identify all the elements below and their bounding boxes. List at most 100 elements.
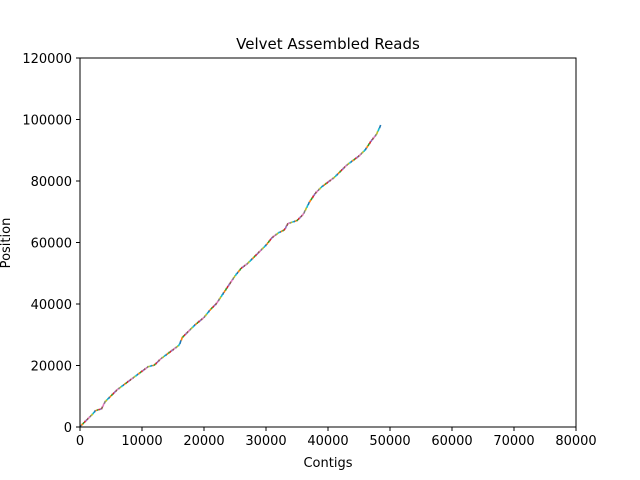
read-marker: [357, 154, 360, 158]
read-marker: [203, 315, 206, 319]
read-marker: [239, 267, 242, 271]
read-marker: [374, 133, 378, 137]
read-marker: [231, 277, 235, 281]
read-marker: [220, 294, 224, 298]
read-marker: [373, 135, 376, 139]
read-marker: [194, 322, 198, 326]
read-marker: [127, 379, 131, 383]
read-marker: [234, 273, 238, 277]
read-marker: [367, 143, 370, 147]
read-marker: [236, 271, 239, 275]
x-tick-label: 80000: [555, 434, 596, 449]
read-marker: [227, 283, 231, 287]
read-marker: [358, 153, 362, 157]
read-marker: [109, 394, 112, 398]
read-marker: [196, 321, 199, 325]
read-marker: [284, 225, 288, 230]
read-marker: [378, 124, 382, 129]
read-marker: [140, 370, 144, 373]
read-marker: [183, 333, 186, 337]
read-marker: [83, 420, 87, 424]
read-marker: [170, 349, 174, 352]
read-marker: [110, 393, 114, 397]
read-marker: [123, 382, 127, 386]
read-marker: [86, 417, 89, 421]
read-marker: [363, 149, 366, 153]
read-marker: [308, 199, 312, 203]
x-tick-label: 10000: [121, 434, 162, 449]
read-marker: [129, 378, 132, 382]
read-marker: [274, 233, 278, 237]
chart-title: Velvet Assembled Reads: [236, 35, 420, 53]
read-marker: [102, 403, 105, 407]
read-marker: [210, 306, 214, 310]
read-marker: [157, 359, 161, 362]
read-marker: [360, 152, 363, 155]
y-tick-label: 60000: [31, 237, 72, 252]
y-tick-label: 120000: [22, 52, 72, 67]
read-marker: [216, 300, 219, 304]
read-marker: [193, 323, 196, 327]
read-marker: [375, 130, 379, 135]
y-axis-ticks: 0 20000 40000 60000 80000 100000 120000: [22, 52, 80, 436]
read-marker: [370, 139, 373, 143]
read-marker: [263, 245, 266, 249]
read-marker: [107, 396, 111, 400]
read-marker: [117, 387, 121, 390]
read-marker: [330, 178, 333, 181]
read-marker: [253, 255, 256, 258]
read-marker: [103, 400, 107, 404]
read-marker: [126, 380, 129, 384]
read-marker: [328, 179, 332, 182]
read-marker: [184, 332, 188, 336]
read-marker: [213, 303, 216, 307]
read-marker: [206, 311, 209, 315]
read-marker: [224, 287, 228, 291]
read-marker: [283, 228, 286, 231]
read-marker: [229, 281, 232, 285]
read-marker: [200, 317, 204, 321]
read-marker: [266, 241, 269, 245]
read-marker: [337, 171, 340, 175]
read-marker: [144, 366, 148, 370]
read-marker: [90, 413, 94, 417]
read-marker: [177, 343, 181, 347]
read-marker: [100, 406, 104, 410]
read-marker: [351, 159, 355, 162]
read-marker: [146, 365, 149, 369]
read-marker: [364, 147, 368, 151]
read-marker: [250, 257, 253, 261]
read-marker: [261, 246, 265, 250]
read-marker: [249, 259, 252, 263]
read-marker: [204, 313, 208, 317]
read-marker: [301, 212, 305, 216]
read-marker: [116, 388, 119, 391]
y-tick-label: 80000: [31, 175, 72, 190]
read-marker: [354, 157, 358, 160]
read-marker: [181, 335, 185, 338]
x-tick-label: 60000: [431, 434, 472, 449]
read-marker: [371, 137, 375, 141]
read-marker: [243, 264, 246, 268]
read-marker: [233, 274, 236, 279]
read-marker: [89, 414, 92, 418]
read-marker: [207, 309, 211, 313]
y-tick-label: 20000: [31, 360, 72, 375]
read-marker: [120, 384, 124, 388]
read-marker: [172, 348, 175, 351]
read-marker: [187, 329, 191, 333]
read-marker: [320, 185, 323, 189]
read-marker: [240, 266, 243, 270]
read-marker: [324, 182, 328, 186]
read-marker: [169, 350, 172, 353]
read-marker: [106, 397, 109, 401]
read-marker: [340, 168, 343, 172]
x-tick-label: 30000: [245, 434, 286, 449]
read-marker: [297, 217, 301, 221]
read-marker: [199, 319, 202, 322]
read-marker: [333, 175, 336, 179]
read-marker: [136, 373, 139, 376]
read-marker: [344, 164, 348, 168]
